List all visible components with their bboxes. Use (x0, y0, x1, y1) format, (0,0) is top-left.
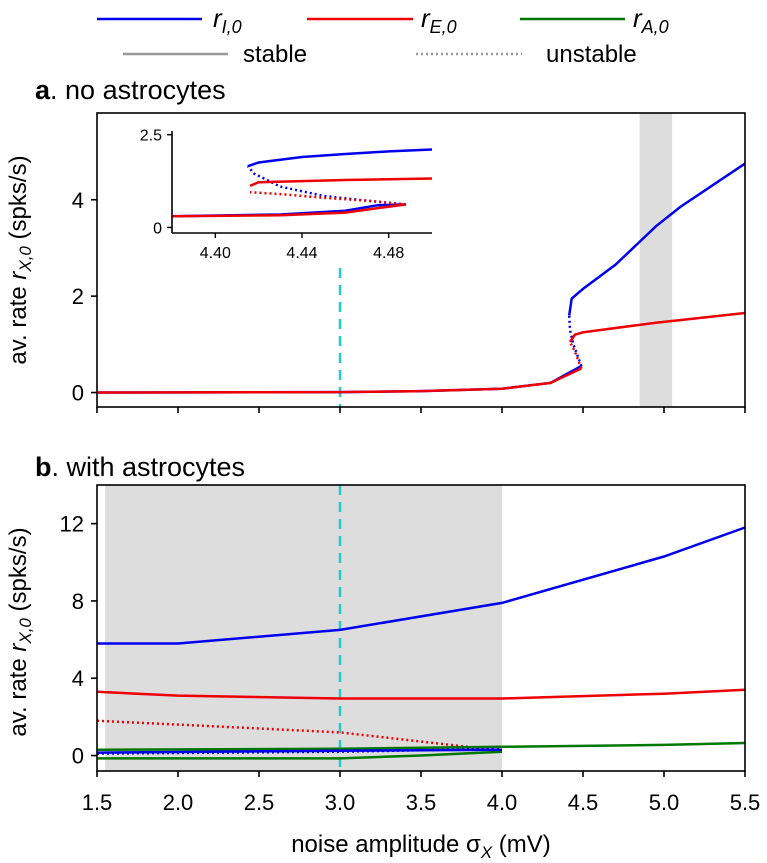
panel-a-series-re0-dotted-3 (568, 341, 583, 369)
legend-sub-ri: I,0 (222, 17, 242, 37)
svg-text:b. with astrocytes: b. with astrocytes (35, 452, 245, 482)
panel-a: a. no astrocytes 024 4.40 4.44 4.48 02.5 (35, 75, 746, 413)
panel-a-ytick-label: 0 (72, 381, 84, 406)
panel-b-series-ri0-solid-0 (97, 526, 746, 645)
panel-b-series-ra0-solid-3 (96, 741, 746, 751)
panel-b-ytick-label: 8 (72, 589, 84, 614)
panel-b-ytick-label: 0 (72, 744, 84, 769)
inset-yticks: 02.5 (140, 128, 172, 237)
inset-ytick-label: 2.5 (140, 128, 162, 145)
inset-series (171, 148, 433, 218)
panel-b-yticks: 0 4 8 12 (60, 512, 97, 769)
legend-sub-ra: A,0 (641, 17, 669, 37)
inset-xtick-label: 4.48 (373, 245, 404, 262)
legend-sub-re: E,0 (430, 17, 457, 37)
panel-a-series (96, 162, 746, 394)
panel-b-series-re0-dotted-2 (96, 719, 503, 752)
svg-text:rE,0: rE,0 (421, 3, 457, 37)
x-tick-label: 1.5 (82, 790, 113, 815)
legend-item-re: rE,0 (307, 3, 457, 37)
panel-b-y-label: av. rate rX,0 (spks/s) (5, 527, 35, 736)
panel-a-highlight-band (639, 113, 673, 407)
inset-xticks: 4.40 4.44 4.48 (200, 233, 404, 262)
panel-a-series-ri0-dotted-2 (567, 315, 583, 367)
legend-label-unstable: unstable (546, 41, 637, 68)
x-tick-label: 5.5 (730, 790, 761, 815)
panel-a-y-label: av. rate rX,0 (spks/s) (5, 155, 35, 364)
x-tick-label: 3.0 (325, 790, 356, 815)
inset-series-re0-solid-5 (249, 177, 433, 188)
panel-b-ytick-label: 4 (72, 666, 84, 691)
x-tick-label: 4.0 (487, 790, 518, 815)
panel-b: b. with astrocytes 1.5 2.0 2.5 3.0 3.5 4.0 4.5… (35, 452, 760, 815)
panel-b-series (96, 526, 746, 760)
panel-a-xticks (96, 407, 746, 413)
panel-b-xticks: 1.5 2.0 2.5 3.0 3.5 4.0 4.5 5.0 5.5 (82, 771, 761, 815)
panel-a-letter: a (35, 75, 51, 105)
legend-sym-re: r (421, 3, 431, 33)
panel-a-title: . no astrocytes (50, 75, 226, 105)
inset-series-re0-solid-1 (171, 203, 407, 218)
x-tick-label: 5.0 (649, 790, 680, 815)
panel-a-ytick-label: 4 (72, 188, 84, 213)
panel-a-yticks: 0 2 4 (72, 188, 97, 406)
legend: rI,0 rE,0 rA,0 stable unstable (97, 3, 669, 68)
panel-a-inset: 4.40 4.44 4.48 02.5 (140, 128, 433, 262)
panel-a-ytick-label: 2 (72, 284, 84, 309)
legend-sym-ri: r (213, 3, 223, 33)
inset-xtick-label: 4.40 (200, 245, 231, 262)
legend-item-stable: stable (123, 41, 307, 68)
panel-a-series-re0-solid-1 (96, 367, 582, 394)
panel-b-series-ri0-solid-6 (96, 748, 503, 754)
legend-item-unstable: unstable (416, 41, 637, 68)
inset-xtick-label: 4.44 (286, 245, 317, 262)
inset-ytick-label: 0 (153, 220, 162, 237)
legend-sym-ra: r (633, 3, 643, 33)
panel-b-series-ra0-solid-4 (97, 750, 503, 760)
panel-b-letter: b (35, 452, 52, 482)
svg-text:rA,0: rA,0 (633, 3, 669, 37)
x-tick-label: 2.0 (163, 790, 194, 815)
panel-a-series-ri0-solid-4 (567, 162, 746, 316)
panel-b-highlight-band (105, 485, 502, 771)
panel-b-ytick-label: 12 (60, 512, 84, 537)
x-tick-label: 4.5 (568, 790, 599, 815)
inset-series-re0-dotted-3 (249, 190, 407, 206)
x-axis-label: noise amplitude σX (mV) (291, 831, 551, 862)
legend-label-stable: stable (243, 41, 307, 68)
svg-text:a. no astrocytes: a. no astrocytes (35, 75, 226, 105)
svg-text:rI,0: rI,0 (213, 3, 242, 37)
x-tick-label: 3.5 (406, 790, 437, 815)
legend-item-ra: rA,0 (520, 3, 669, 37)
panel-b-series-re0-solid-1 (96, 688, 746, 700)
inset-series-ri0-solid-4 (247, 148, 433, 168)
x-tick-label: 2.5 (244, 790, 275, 815)
legend-item-ri: rI,0 (97, 3, 242, 37)
panel-b-title: . with astrocytes (52, 452, 246, 482)
panel-a-series-re0-solid-5 (568, 311, 746, 343)
